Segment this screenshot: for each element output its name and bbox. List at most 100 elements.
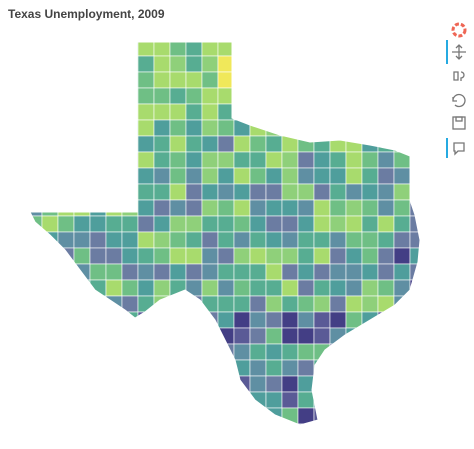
hover-tool[interactable] (453, 142, 465, 156)
county[interactable] (105, 311, 123, 329)
county[interactable] (217, 215, 235, 233)
county[interactable] (393, 40, 411, 57)
county[interactable] (265, 327, 283, 345)
county[interactable] (41, 295, 59, 313)
county[interactable] (26, 215, 43, 233)
county[interactable] (329, 391, 347, 409)
county[interactable] (57, 375, 75, 393)
county[interactable] (89, 391, 107, 409)
county[interactable] (217, 407, 235, 425)
county[interactable] (185, 87, 203, 105)
county[interactable] (57, 247, 75, 265)
county[interactable] (233, 135, 251, 153)
county[interactable] (361, 327, 379, 345)
county[interactable] (201, 87, 219, 105)
county[interactable] (345, 263, 363, 281)
county[interactable] (393, 391, 411, 409)
county[interactable] (409, 423, 426, 440)
county[interactable] (201, 183, 219, 201)
county[interactable] (105, 199, 123, 217)
county[interactable] (89, 215, 107, 233)
county[interactable] (361, 375, 379, 393)
county[interactable] (377, 199, 395, 217)
county[interactable] (281, 327, 299, 345)
county[interactable] (377, 247, 395, 265)
county[interactable] (185, 103, 203, 121)
county[interactable] (233, 327, 251, 345)
county[interactable] (393, 375, 411, 393)
county[interactable] (73, 119, 91, 137)
county[interactable] (121, 423, 139, 440)
county[interactable] (105, 183, 123, 201)
county[interactable] (153, 55, 171, 73)
county[interactable] (409, 311, 426, 329)
county[interactable] (281, 119, 299, 137)
county[interactable] (73, 375, 91, 393)
county[interactable] (41, 279, 59, 297)
county[interactable] (57, 135, 75, 153)
county[interactable] (105, 167, 123, 185)
county[interactable] (185, 71, 203, 89)
county[interactable] (153, 151, 171, 169)
county[interactable] (409, 71, 426, 89)
county[interactable] (377, 327, 395, 345)
county[interactable] (265, 295, 283, 313)
county[interactable] (105, 359, 123, 377)
county[interactable] (249, 55, 267, 73)
county[interactable] (217, 423, 235, 440)
county[interactable] (201, 375, 219, 393)
county[interactable] (281, 247, 299, 265)
county[interactable] (185, 167, 203, 185)
county[interactable] (249, 231, 267, 249)
county[interactable] (201, 199, 219, 217)
county[interactable] (377, 375, 395, 393)
county[interactable] (265, 263, 283, 281)
county[interactable] (265, 423, 283, 440)
county[interactable] (329, 40, 347, 57)
county[interactable] (345, 311, 363, 329)
county[interactable] (26, 247, 43, 265)
county[interactable] (329, 55, 347, 73)
county[interactable] (89, 375, 107, 393)
county[interactable] (89, 103, 107, 121)
county[interactable] (41, 151, 59, 169)
county[interactable] (153, 279, 171, 297)
county[interactable] (345, 215, 363, 233)
county[interactable] (121, 55, 139, 73)
county[interactable] (169, 215, 187, 233)
county[interactable] (105, 327, 123, 345)
county[interactable] (265, 119, 283, 137)
county[interactable] (249, 263, 267, 281)
county[interactable] (41, 327, 59, 345)
county[interactable] (329, 247, 347, 265)
county[interactable] (185, 55, 203, 73)
county[interactable] (281, 103, 299, 121)
county[interactable] (361, 183, 379, 201)
county[interactable] (409, 87, 426, 105)
county[interactable] (185, 295, 203, 313)
county[interactable] (201, 343, 219, 361)
county[interactable] (409, 343, 426, 361)
county[interactable] (329, 71, 347, 89)
county[interactable] (265, 135, 283, 153)
county[interactable] (105, 391, 123, 409)
county[interactable] (281, 295, 299, 313)
county[interactable] (377, 263, 395, 281)
county[interactable] (281, 407, 299, 425)
county[interactable] (249, 391, 267, 409)
county[interactable] (281, 55, 299, 73)
county[interactable] (377, 40, 395, 57)
county[interactable] (137, 375, 155, 393)
county[interactable] (361, 167, 379, 185)
county[interactable] (249, 215, 267, 233)
county[interactable] (361, 359, 379, 377)
county[interactable] (201, 151, 219, 169)
county[interactable] (153, 71, 171, 89)
county[interactable] (233, 343, 251, 361)
county[interactable] (377, 87, 395, 105)
county[interactable] (201, 327, 219, 345)
county[interactable] (153, 119, 171, 137)
county[interactable] (281, 151, 299, 169)
county[interactable] (89, 407, 107, 425)
county[interactable] (41, 407, 59, 425)
